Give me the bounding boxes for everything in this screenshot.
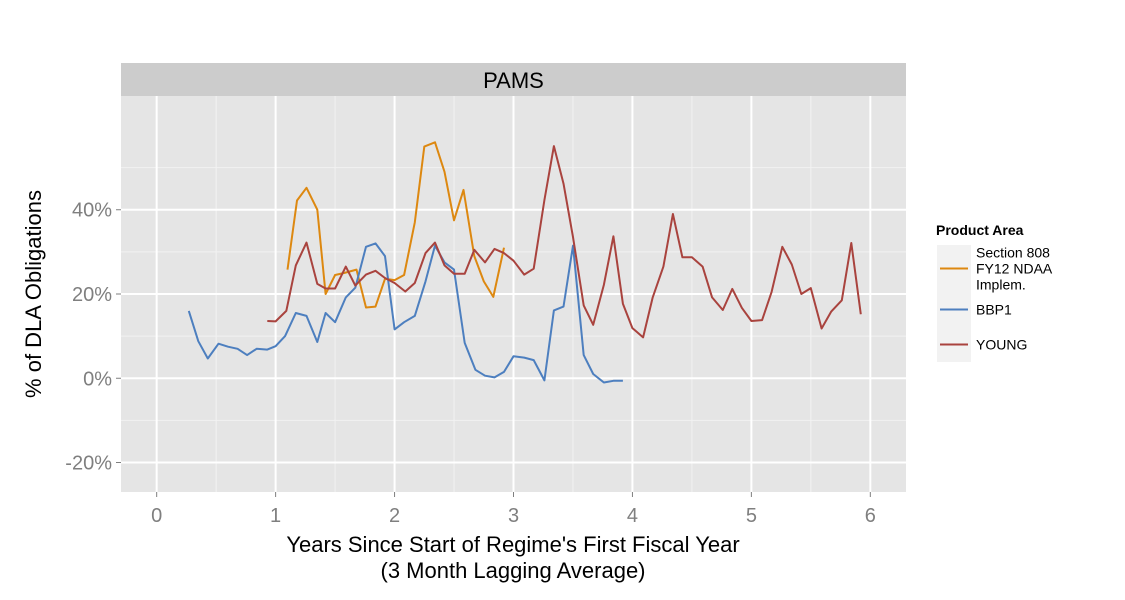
y-tick-label: -20% [65,453,112,475]
series-line [286,141,505,309]
y-tick-label: 0% [83,368,112,390]
x-axis: 0 1 2 3 4 5 6 [151,492,876,527]
x-axis-title: Years Since Start of Regime's First Fisc… [286,532,739,557]
series-lines [187,141,862,384]
y-tick-label: 20% [72,284,112,306]
facet-strip [121,63,906,96]
x-tick-label: 1 [270,505,281,527]
series-line [267,145,862,339]
x-axis-subtitle: (3 Month Lagging Average) [381,558,646,583]
grid-lines [121,96,906,492]
x-tick-label: 5 [746,505,757,527]
y-axis-title: % of DLA Obligations [21,190,46,398]
legend-label: YOUNG [976,337,1027,353]
x-tick-label: 6 [865,505,876,527]
legend-label: FY12 NDAA [976,261,1053,277]
x-tick-label: 0 [151,505,162,527]
facet-label: PAMS [483,68,544,93]
legend-label: Section 808 [976,245,1050,261]
y-axis: -20% 0% 20% 40% [65,200,121,475]
x-tick-label: 3 [508,505,519,527]
x-tick-label: 2 [389,505,400,527]
legend-label: Implem. [976,277,1026,293]
legend-title: Product Area [936,222,1024,238]
legend-label: BBP1 [976,302,1012,318]
x-tick-label: 4 [627,505,638,527]
y-tick-label: 40% [72,200,112,222]
series-line [187,242,623,384]
